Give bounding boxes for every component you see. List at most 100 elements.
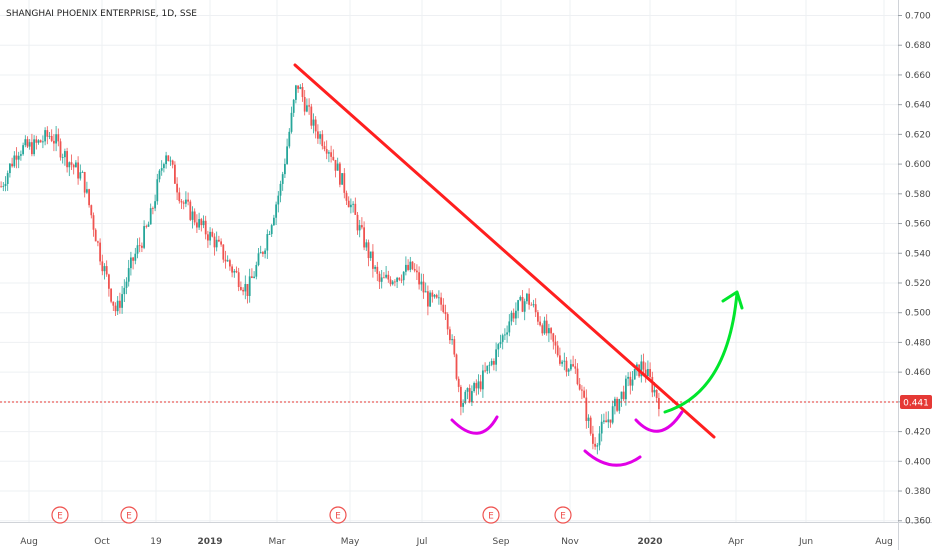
candle-body <box>567 369 570 372</box>
earnings-marker[interactable]: E <box>482 506 500 524</box>
candle <box>147 221 150 227</box>
candle <box>405 256 407 276</box>
candle-body <box>653 389 656 393</box>
x-tick-label: Aug <box>20 537 38 547</box>
candle <box>31 133 33 157</box>
candle-body <box>248 276 251 296</box>
candle <box>198 212 200 230</box>
candle <box>603 413 605 424</box>
candle-body <box>288 131 291 147</box>
candle-body <box>229 260 231 267</box>
candle <box>420 273 423 291</box>
y-tick-label: 0.620 <box>905 130 931 140</box>
candle <box>15 147 18 169</box>
candle-body <box>101 261 104 272</box>
candle-body <box>255 264 258 277</box>
candle <box>37 139 40 145</box>
x-tick-label: May <box>341 537 360 547</box>
candle-body <box>537 312 539 322</box>
candle-body <box>356 214 359 231</box>
candle <box>57 128 60 147</box>
candle-body <box>266 234 269 251</box>
candle <box>171 159 174 169</box>
candle <box>325 140 328 160</box>
candle <box>99 238 101 266</box>
earnings-label: E <box>335 512 341 522</box>
candle <box>257 248 260 267</box>
candle <box>563 352 566 371</box>
candle-body <box>24 139 27 146</box>
candle-body <box>614 398 616 407</box>
candle <box>158 169 161 183</box>
y-tick-label: 0.600 <box>905 160 931 170</box>
candle <box>244 275 247 300</box>
candle-body <box>526 293 528 302</box>
candle-body <box>121 294 123 308</box>
candle <box>361 217 363 230</box>
candle <box>35 135 38 150</box>
candle <box>651 371 654 398</box>
y-tick-label: 0.680 <box>905 41 931 51</box>
candle-body <box>631 379 634 386</box>
candle <box>336 157 339 171</box>
candle <box>248 268 251 303</box>
candle <box>167 155 170 162</box>
time-axis[interactable]: Aug Oct 19 2019 Mar May Jul Sep Nov 2020 Apr Jun Aug <box>20 537 893 547</box>
candle-body <box>13 155 16 167</box>
candle-body <box>94 229 97 242</box>
price-axis[interactable]: 0.3600.3800.4000.4200.4400.4600.4800.500… <box>898 12 931 527</box>
candle <box>130 251 132 276</box>
candle-body <box>372 251 374 269</box>
candle-body <box>603 420 605 422</box>
candle <box>499 334 502 348</box>
candle-body <box>506 332 508 335</box>
candle-body <box>31 142 33 155</box>
candle <box>134 247 137 265</box>
candle-body <box>420 281 423 285</box>
candle <box>297 85 299 93</box>
candle-body <box>616 398 618 411</box>
candle <box>180 199 183 209</box>
y-tick-label: 0.480 <box>905 338 931 348</box>
candle <box>233 268 236 278</box>
candle-body <box>35 139 38 143</box>
candle-body <box>323 146 326 150</box>
candle <box>605 411 607 423</box>
candle <box>39 139 42 143</box>
candle-body <box>103 266 106 272</box>
candle-body <box>145 226 148 227</box>
y-tick-label: 0.700 <box>905 12 931 22</box>
y-tick-label: 0.520 <box>905 279 931 289</box>
candle <box>343 168 346 199</box>
candle <box>242 287 244 296</box>
earnings-marker[interactable]: E <box>51 506 69 524</box>
y-tick-label: 0.580 <box>905 190 931 200</box>
candle-body <box>633 368 636 380</box>
candle <box>515 302 517 326</box>
candle-body <box>429 292 431 307</box>
candle <box>288 128 291 149</box>
candle-body <box>141 245 143 248</box>
candle <box>363 221 365 251</box>
candle-body <box>644 369 647 377</box>
candle <box>614 396 616 415</box>
candle <box>451 334 453 345</box>
candle <box>81 170 84 173</box>
earnings-marker[interactable]: E <box>329 506 347 524</box>
candle-body <box>328 152 330 154</box>
candle-body <box>585 397 588 421</box>
candle-body <box>246 284 249 296</box>
candle <box>26 136 29 148</box>
candle-body <box>605 420 607 423</box>
candle <box>396 276 398 289</box>
candle <box>449 326 451 344</box>
earnings-marker[interactable]: E <box>120 506 138 524</box>
candle-body <box>658 398 660 410</box>
candle-body <box>292 99 295 113</box>
earnings-marker[interactable]: E <box>554 506 572 524</box>
candle-body <box>59 141 62 158</box>
candle-body <box>262 252 264 254</box>
candle-body <box>477 381 480 389</box>
candle <box>182 200 185 210</box>
